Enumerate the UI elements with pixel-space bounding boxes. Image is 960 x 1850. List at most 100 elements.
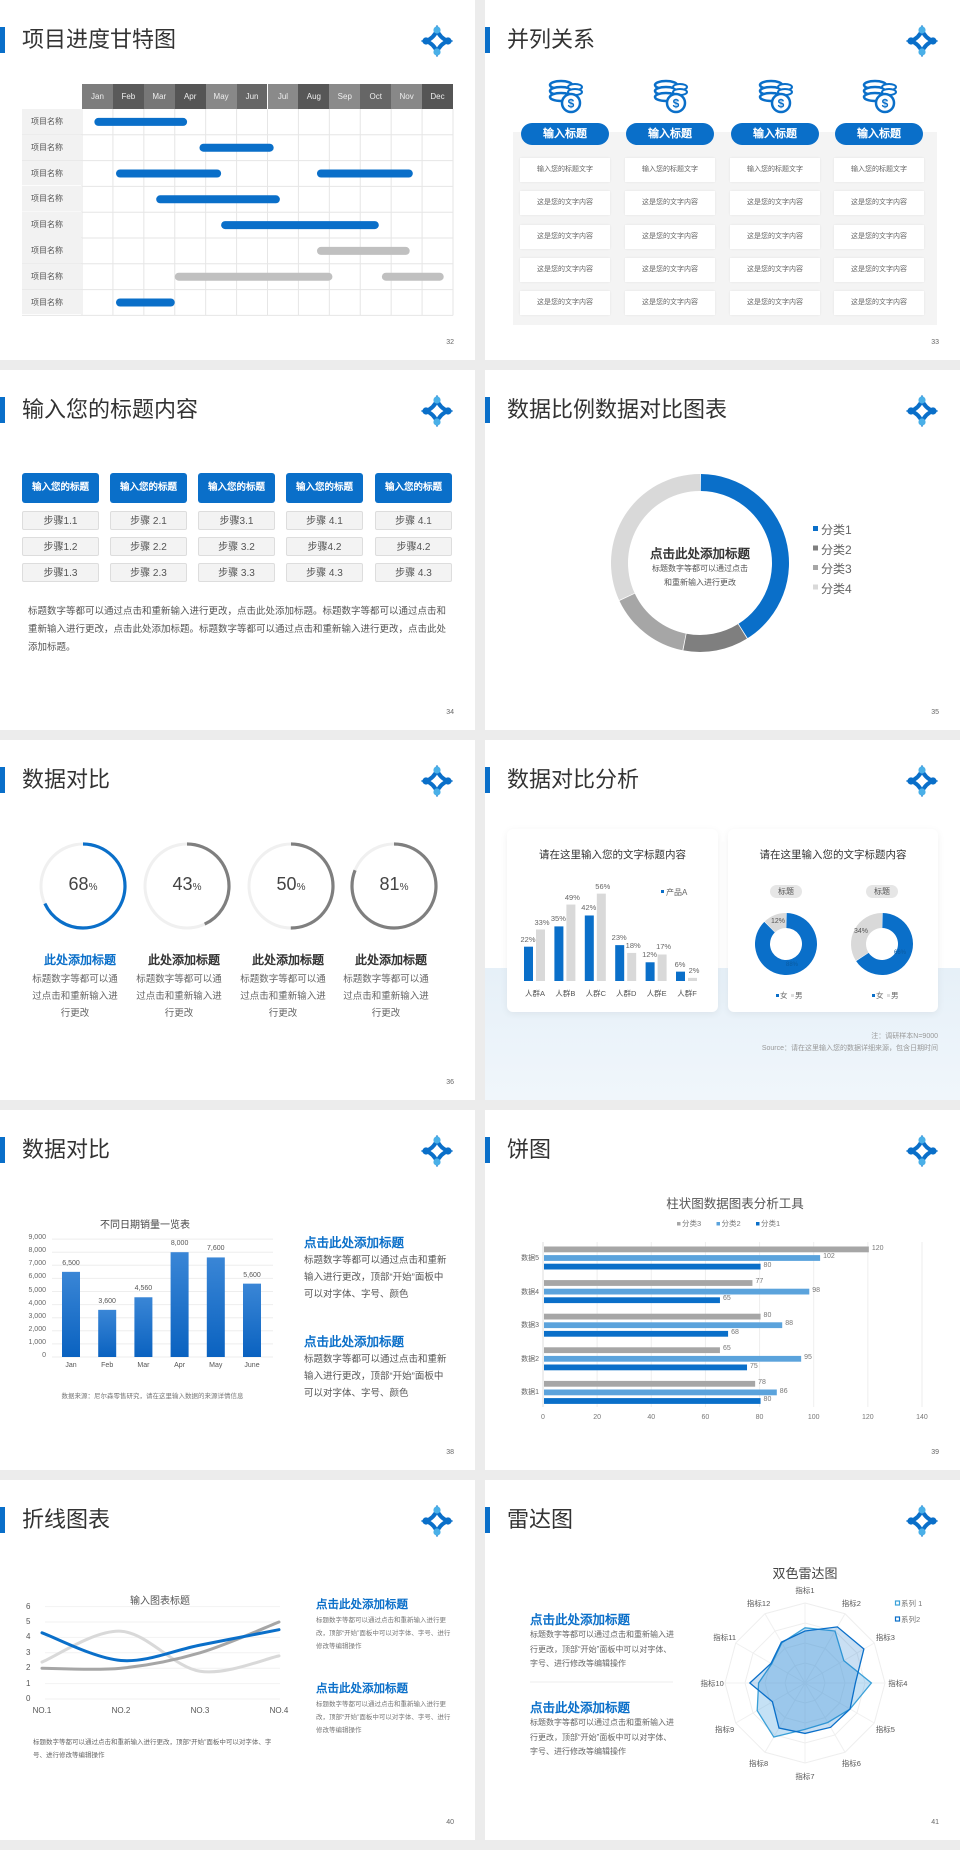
logo-icon [906,395,938,427]
y-tick-label: 6 [26,1601,31,1611]
progress-value: 43% [147,874,227,895]
progress-rings [39,842,438,930]
x-tick-label: 100 [807,1414,820,1421]
bar [627,952,637,981]
legend-label: 分类2 [721,1219,741,1228]
y-tick-label: 5,000 [28,1286,46,1294]
text-cell: 这是您的文字内容 [625,224,715,249]
gantt-bar [116,298,175,307]
slide-title: 数据比例数据对比图表 [507,397,728,422]
gantt-row-label: 项目名称 [22,109,82,134]
line-series [40,1629,281,1674]
x-tick-label: Apr [174,1362,186,1369]
gantt-bar [94,117,188,126]
slide-title: 饼图 [507,1137,552,1162]
progress-ring-fill [143,842,231,930]
y-tick-label: 5 [26,1617,31,1626]
coins-dollar-icon: $ [548,79,583,114]
item-title: 此处添加标题 [147,953,220,967]
bar-value-label: 6,500 [62,1259,80,1267]
slide-title: 输入您的标题内容 [22,397,199,422]
progress-ring-fill [247,842,335,930]
bar [98,1309,117,1357]
progress-unit: % [399,882,409,893]
legend-swatch [716,1222,720,1226]
bar-value-label: 86 [779,1387,788,1395]
bar-value-label: 78 [758,1378,766,1386]
step-box: 步骤3.1 [198,511,275,530]
text-cell: 这是您的文字内容 [520,191,610,216]
legend-label: 分类1 [821,523,852,537]
coins-dollar-icon: $ [862,79,897,114]
progress-unit: % [192,882,202,893]
text-block-title: 点击此处添加标题 [530,1613,631,1627]
x-tick-label: 0 [541,1414,545,1421]
bar-value-label: 80 [763,1396,772,1404]
bar-value-label: 6% [674,959,686,969]
category-label: 数据1 [521,1389,539,1397]
column-heading-pill: 输入标题 [626,123,714,145]
logo-dot [929,37,937,45]
line-series [40,1628,281,1663]
y-tick-label: 2,000 [28,1325,46,1333]
progress-unit: % [88,882,98,893]
bar-value-label: 65 [722,1295,731,1303]
step-heading: 输入您的标题 [198,473,275,503]
bar-value-label: 22% [520,934,536,944]
gantt-row-label: 项目名称 [22,289,82,315]
slide-title: 折线图表 [22,1507,111,1532]
legend-swatch [756,1222,760,1226]
step-heading: 输入您的标题 [22,473,99,503]
dollar-sign: $ [882,97,889,111]
category-label: 人群E [646,989,667,998]
logo-dot [929,1147,937,1155]
y-tick-label: 9,000 [28,1234,46,1242]
slide-41: 雷达图 41 双色雷达图 指标1 指标2 指标3 指标4 指标5 指标6 指标7 指标8 指标9 指标1… [485,1480,960,1840]
donut-label-female: 66% [894,950,907,956]
logo-dot [907,777,915,785]
slide-33: 并列关系 33 $ 输入标题 输入您的标题文字 这是您的文字内容 这是您的文字内容 这是您的文… [485,0,960,360]
text-block-title: 点击此处添加标题 [304,1236,405,1250]
title-accent-bar [0,27,5,53]
step-box: 步骤1.2 [22,537,99,556]
x-tick-label: NO.1 [32,1706,52,1715]
bar [544,1380,756,1387]
item-text: 标题数字等都可以通过点击和重新输入进行更改 [343,974,429,1019]
legend-label: 分类4 [821,581,852,596]
logo-dot [929,407,937,415]
logo-dot [918,1528,926,1536]
category-label: 人群B [555,989,576,998]
logo-dot [422,1517,430,1525]
page-number: 34 [446,709,454,716]
text-cell: 这是您的文字内容 [834,224,924,249]
bar [544,1280,753,1286]
text-cell: 这是您的文字内容 [625,291,715,316]
radar-axis-label: 指标7 [795,1771,815,1781]
y-tick-label: 1 [26,1678,31,1688]
text-cell: 这是您的文字内容 [520,291,610,316]
bar [544,1330,729,1337]
gantt-bar [116,169,222,178]
bar-value-label: 17% [656,942,672,952]
bar [206,1257,225,1357]
bar-value-label: 80 [763,1311,772,1319]
step-box: 步骤1.1 [22,511,99,530]
step-box: 步骤 4.3 [286,563,363,582]
slide-title: 数据对比分析 [507,767,640,792]
legend-label: 系列 1 [901,1599,923,1608]
text-cell: 这是您的文字内容 [834,291,924,316]
radar-spoke [764,1682,806,1753]
bar-value-label: 75 [750,1362,758,1370]
donut-slice [856,913,913,975]
x-tick-label: NO.3 [190,1706,210,1715]
logo-dot [433,396,441,404]
text-cell: 输入您的标题文字 [625,158,715,182]
bar [596,893,606,981]
legend-label: 男 [795,991,803,1000]
bar-value-label: 68 [731,1328,739,1336]
category-label: 数据5 [521,1255,539,1262]
title-accent-bar [485,767,490,793]
column-heading-pill: 输入标题 [521,123,609,145]
donut-label-male: 34% [854,928,869,935]
logo-dot [907,407,915,415]
